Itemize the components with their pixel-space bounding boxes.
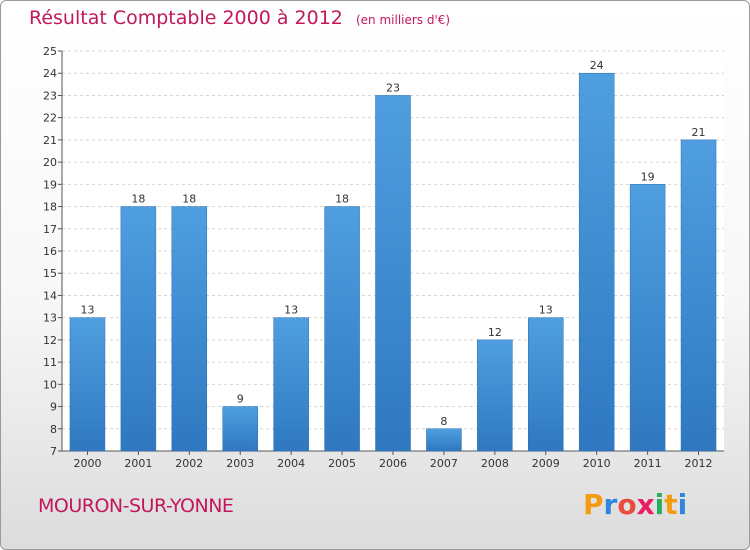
bar <box>426 428 462 452</box>
y-tick-label: 19 <box>43 178 57 191</box>
y-tick-label: 13 <box>43 312 57 325</box>
x-tick-label: 2012 <box>685 457 713 470</box>
bar-value-label: 13 <box>80 304 94 317</box>
x-tick-label: 2005 <box>328 457 356 470</box>
bar <box>629 184 666 452</box>
x-tick-label: 2001 <box>124 457 152 470</box>
bar <box>375 95 411 452</box>
logo-letter: i <box>654 488 665 521</box>
bar-value-label: 8 <box>440 415 447 428</box>
bar-value-label: 18 <box>182 193 196 206</box>
bar-value-label: 21 <box>692 126 706 139</box>
proxiti-logo: Proxiti <box>583 488 687 521</box>
bar <box>680 139 717 452</box>
chart-subtitle: (en milliers d'€) <box>355 13 451 27</box>
y-tick-label: 17 <box>43 223 57 236</box>
bar <box>120 206 157 452</box>
bar-value-label: 12 <box>488 326 502 339</box>
logo-letter: x <box>636 488 655 521</box>
y-tick-label: 10 <box>43 378 57 391</box>
bar <box>171 206 208 452</box>
y-tick-label: 24 <box>43 67 57 80</box>
x-tick-label: 2002 <box>175 457 203 470</box>
bar <box>273 317 309 452</box>
y-tick-label: 20 <box>43 156 57 169</box>
x-tick-label: 2003 <box>226 457 254 470</box>
logo-letter: i <box>677 488 688 521</box>
y-tick-label: 7 <box>50 445 57 458</box>
bar-value-label: 18 <box>131 193 145 206</box>
x-tick-label: 2010 <box>583 457 611 470</box>
bar-value-label: 9 <box>237 393 244 406</box>
y-tick-label: 12 <box>43 334 57 347</box>
bar <box>528 317 564 452</box>
logo-letter: r <box>603 488 618 521</box>
y-tick-label: 22 <box>43 112 57 125</box>
bar <box>324 206 360 452</box>
x-tick-label: 2007 <box>430 457 458 470</box>
bar-value-label: 18 <box>335 193 349 206</box>
bar <box>477 339 513 452</box>
bar <box>222 406 258 452</box>
chart-title: Résultat Comptable 2000 à 2012 <box>29 7 343 29</box>
y-tick-label: 14 <box>43 289 57 302</box>
x-tick-label: 2000 <box>73 457 101 470</box>
x-tick-label: 2008 <box>481 457 509 470</box>
bar-value-label: 13 <box>539 304 553 317</box>
y-tick-label: 8 <box>50 423 57 436</box>
town-name: MOURON-SUR-YONNE <box>38 495 234 517</box>
chart-title-block: Résultat Comptable 2000 à 2012 (en milli… <box>29 7 450 29</box>
bar <box>578 72 615 452</box>
y-tick-label: 9 <box>50 401 57 414</box>
bar-value-label: 13 <box>284 304 298 317</box>
x-tick-label: 2004 <box>277 457 305 470</box>
bar-value-label: 24 <box>590 59 604 72</box>
y-tick-label: 25 <box>43 45 57 58</box>
bar <box>69 317 106 452</box>
y-tick-label: 11 <box>43 356 57 369</box>
y-tick-label: 18 <box>43 201 57 214</box>
bar-value-label: 19 <box>641 170 655 183</box>
logo-letter: o <box>617 488 637 521</box>
x-tick-label: 2011 <box>634 457 662 470</box>
y-tick-label: 15 <box>43 267 57 280</box>
x-tick-label: 2006 <box>379 457 407 470</box>
bar-value-label: 23 <box>386 81 400 94</box>
x-tick-label: 2009 <box>532 457 560 470</box>
y-tick-label: 16 <box>43 245 57 258</box>
y-tick-label: 21 <box>43 134 57 147</box>
logo-letter: t <box>664 488 678 521</box>
logo-letter: P <box>583 488 604 521</box>
y-tick-label: 23 <box>43 89 57 102</box>
